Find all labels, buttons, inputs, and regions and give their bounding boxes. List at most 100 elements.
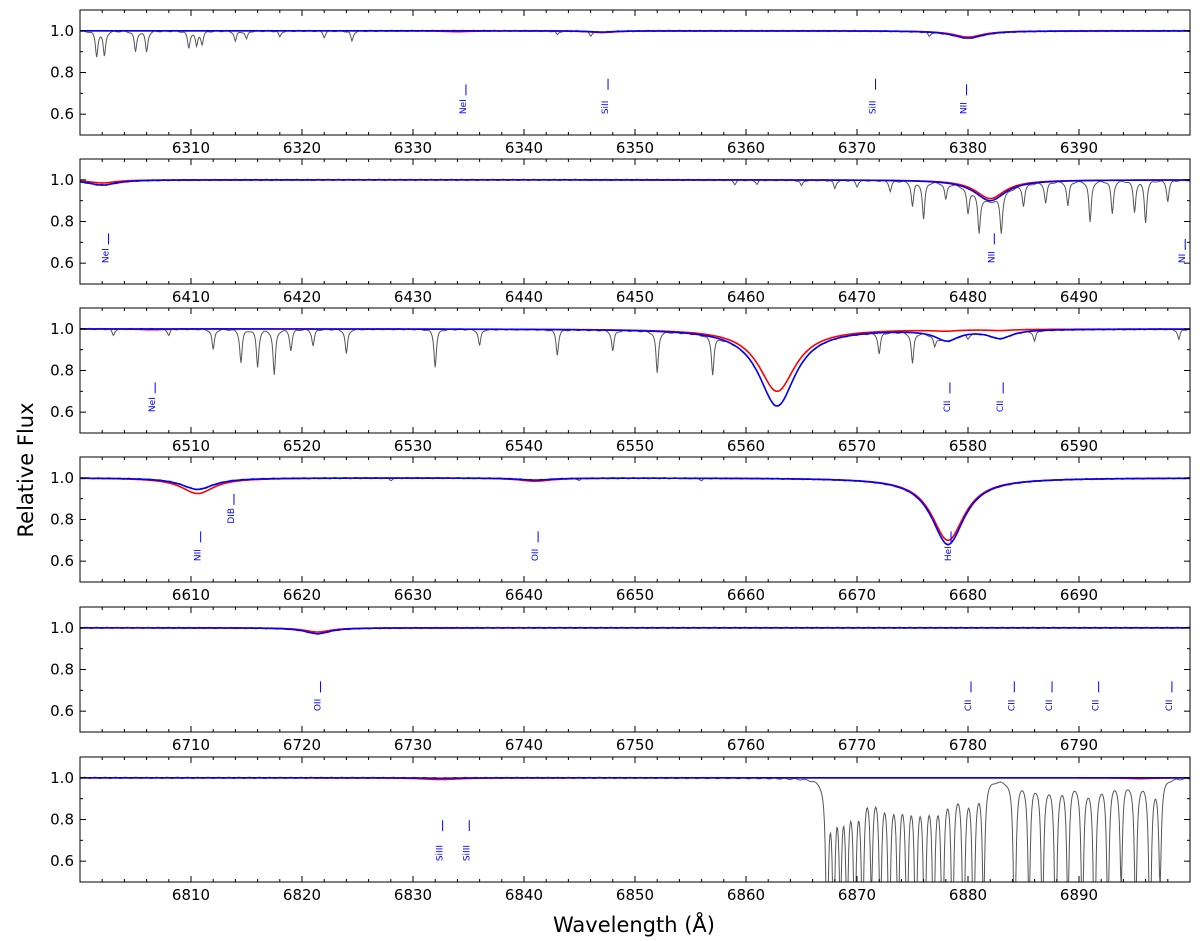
line-id-text: SiIII [462,845,472,861]
x-tick-label: 6620 [283,586,321,604]
x-tick-label: 6380 [949,139,987,157]
y-tick-label: 0.8 [50,64,74,82]
x-tick-label: 6690 [1060,586,1098,604]
x-tick-label: 6790 [1060,736,1098,754]
x-tick-label: 6350 [616,139,654,157]
plot-area [80,29,1190,58]
plot-area [80,776,1190,882]
model-red-line [80,328,1190,393]
plot-area [80,327,1190,407]
panel-frame [79,158,1191,285]
x-tick-label: 6370 [838,139,876,157]
x-tick-label: 6720 [283,736,321,754]
line-id-text: SiII [601,101,611,115]
x-tick-label: 6760 [727,736,765,754]
x-tick-label: 6810 [172,886,210,904]
plot-area [80,178,1190,234]
x-tick-label: 6670 [838,586,876,604]
line-id-label: NI [1178,238,1188,263]
plot-area [80,476,1190,546]
line-id-text: NeI [148,397,158,412]
x-tick-label: 6360 [727,139,765,157]
line-id-text: NI [1178,254,1188,263]
line-id-text: CII [943,401,953,413]
y-tick-label: 0.6 [50,403,74,421]
line-id-label: HeI [944,531,954,561]
line-id-label: NeI [102,233,112,263]
model-blue-line [80,477,1190,546]
y-tick-label: 0.6 [50,552,74,570]
y-tick-label: 0.8 [50,511,74,529]
x-tick-label: 6420 [283,288,321,306]
x-tick-label: 6450 [616,288,654,306]
x-tick-label: 6710 [172,736,210,754]
panel-frame [79,456,1191,583]
x-tick-label: 6610 [172,586,210,604]
y-tick-label: 1.0 [50,22,74,40]
x-tick-label: 6590 [1060,437,1098,455]
x-tick-label: 6660 [727,586,765,604]
x-tick-label: 6560 [727,437,765,455]
line-id-label: CII [1007,681,1017,711]
spectrum-panel: 6310 6320 6330 6340 6350 6360 6370 6380 6390 0.6 0… [50,9,1191,157]
line-id-text: HeI [944,546,954,561]
x-tick-label: 6330 [394,139,432,157]
model-blue-line [80,627,1190,635]
line-id-text: OII [531,549,541,561]
line-id-label: CII [1165,681,1175,711]
line-id-text: NII [987,251,997,263]
line-id-label: SiIII [462,820,472,861]
x-tick-label: 6680 [949,586,987,604]
spectrum-panel: 6510 6520 6530 6540 6550 6560 6570 6580 6590 0.6 0… [50,307,1191,455]
line-id-label: NeI [459,84,469,114]
x-tick-label: 6320 [283,139,321,157]
panel-frame [79,606,1191,733]
y-tick-label: 0.8 [50,811,74,829]
line-id-text: NeI [459,99,469,114]
panel-frame [79,9,1191,136]
x-tick-label: 6750 [616,736,654,754]
x-tick-label: 6430 [394,288,432,306]
y-tick-label: 1.0 [50,469,74,487]
x-tick-label: 6490 [1060,288,1098,306]
model-blue-line [80,179,1190,202]
y-tick-label: 1.0 [50,171,74,189]
x-tick-label: 6480 [949,288,987,306]
x-tick-label: 6470 [838,288,876,306]
panel-frame [79,756,1191,883]
y-tick-label: 0.6 [50,105,74,123]
x-tick-label: 6310 [172,139,210,157]
spectrum-panel: 6610 6620 6630 6640 6650 6660 6670 6680 6690 0.6 0… [50,456,1191,604]
x-tick-label: 6640 [505,586,543,604]
line-id-label: CII [964,681,974,711]
observed-spectrum-line [80,178,1190,234]
line-id-text: NII [960,102,970,114]
x-tick-label: 6630 [394,586,432,604]
line-id-label: SiIII [436,820,446,861]
line-id-label: NII [987,233,997,263]
x-tick-label: 6780 [949,736,987,754]
line-id-label: CII [1092,681,1102,711]
x-tick-label: 6460 [727,288,765,306]
line-id-label: CII [1045,681,1055,711]
y-tick-label: 0.8 [50,213,74,231]
y-tick-label: 0.8 [50,362,74,380]
plot-area [80,626,1190,635]
model-red-line [80,477,1190,542]
x-tick-label: 6870 [838,886,876,904]
x-tick-label: 6890 [1060,886,1098,904]
line-id-text: NII [194,549,204,561]
line-id-text: CII [1045,700,1055,712]
line-id-text: SiIII [436,845,446,861]
x-tick-label: 6650 [616,586,654,604]
x-tick-label: 6530 [394,437,432,455]
observed-spectrum-line [80,476,1190,546]
x-tick-label: 6880 [949,886,987,904]
x-tick-label: 6440 [505,288,543,306]
y-tick-label: 1.0 [50,769,74,787]
x-tick-label: 6570 [838,437,876,455]
x-tick-label: 6840 [505,886,543,904]
line-id-label: OII [531,531,541,561]
line-id-text: NeI [102,248,112,263]
